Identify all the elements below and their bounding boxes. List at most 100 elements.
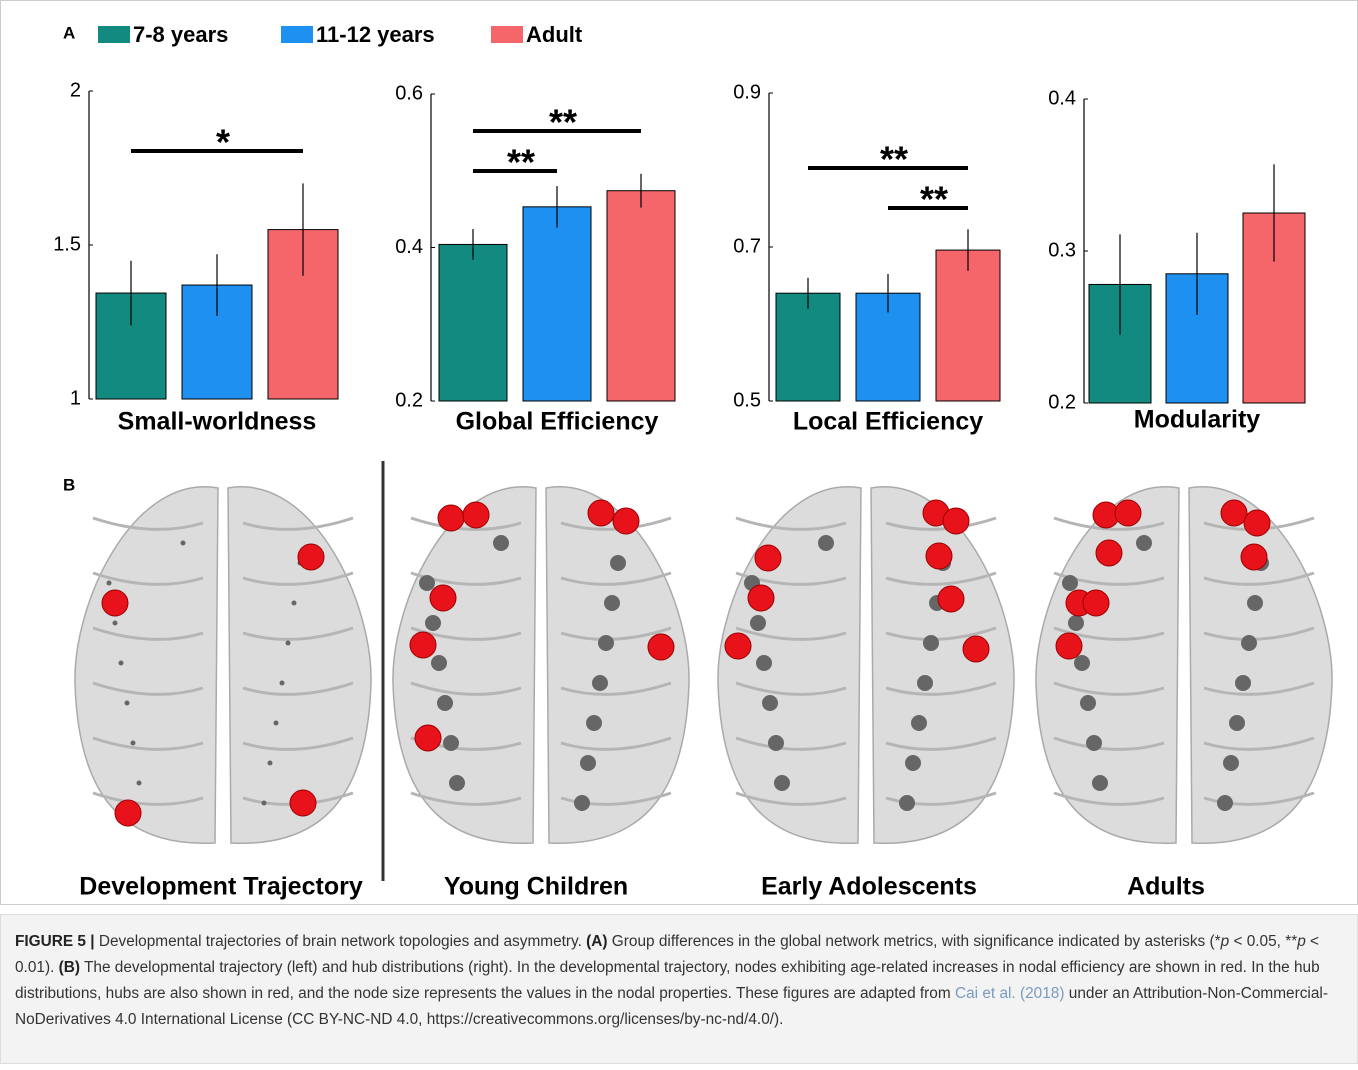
legend-swatch [281,26,313,43]
brain-node [137,781,142,786]
legend-swatch [491,26,523,43]
citation-link[interactable]: Cai et al. (2018) [955,985,1065,1002]
brain-node [899,795,915,811]
brain-label: Early Adolescents [761,873,977,901]
y-tick-label: 0.9 [733,81,761,103]
brain-node [774,775,790,791]
caption-text: Developmental trajectories of brain netw… [95,933,587,950]
brain-hemisphere [546,487,689,843]
brain-node [610,555,626,571]
y-tick-label: 0.7 [733,235,761,257]
bar [439,244,507,401]
hub-node [102,590,128,616]
y-tick-label: 0.2 [1048,391,1076,413]
significance-label: ** [880,139,908,180]
brain-label: Adults [1127,873,1205,901]
brain-node [818,535,834,551]
bar [523,207,591,401]
brain-node [119,661,124,666]
hub-node [938,586,964,612]
bar [936,250,1000,401]
brain-node [592,675,608,691]
hub-node [755,545,781,571]
hub-node [115,800,141,826]
hub-node [648,634,674,660]
brain-node [113,621,118,626]
brain-label: Development Trajectory [79,873,363,901]
brain-node [443,735,459,751]
caption-italic: p [1221,933,1230,950]
legend-label: 7-8 years [133,22,228,47]
brain-node [449,775,465,791]
caption-text: Group differences in the global network … [608,933,1221,950]
hub-node [943,508,969,534]
legend-label: 11-12 years [316,22,435,47]
y-tick-label: 2 [70,79,81,101]
hub-node [1056,633,1082,659]
hub-node [430,585,456,611]
significance-label: ** [549,102,577,143]
brain-node [131,741,136,746]
caption-ref: (B) [59,959,80,976]
hub-node [1241,544,1267,570]
brain-node [425,615,441,631]
panel-label: A [63,23,75,42]
hub-node [290,790,316,816]
brain-node [107,581,112,586]
brain-node [750,615,766,631]
caption: FIGURE 5 | Developmental trajectories of… [0,914,1358,1064]
y-tick-label: 0.3 [1048,239,1076,261]
brain-node [431,655,447,671]
brain-node [1223,755,1239,771]
brain-node [1080,695,1096,711]
brain-node [580,755,596,771]
brain-node [911,715,927,731]
brain-node [1092,775,1108,791]
legend-swatch [98,26,130,43]
brain-label: Young Children [444,873,628,901]
y-tick-label: 0.6 [395,82,423,104]
hub-node [1244,510,1270,536]
brain-node [917,675,933,691]
brain-node [1235,675,1251,691]
brain-node [125,701,130,706]
brain-hemisphere [871,487,1014,843]
figure-label: FIGURE 5 | [15,933,95,950]
brain-node [437,695,453,711]
brain-node [262,801,267,806]
x-axis-label: Global Efficiency [456,408,659,436]
brain-node [286,641,291,646]
caption-ref: (A) [586,933,607,950]
brain-node [292,601,297,606]
panel-label: B [63,475,75,494]
brain-node [181,541,186,546]
brain-node [586,715,602,731]
hub-node [1221,500,1247,526]
brain-node [923,635,939,651]
brain-hemisphere [1189,487,1332,843]
hub-node [926,543,952,569]
y-tick-label: 0.2 [395,389,423,411]
hub-node [298,544,324,570]
caption-text: < 0.05, ** [1229,933,1297,950]
hub-node [963,636,989,662]
brain-node [1241,635,1257,651]
brain-node [280,681,285,686]
brain-hemisphere [75,487,218,843]
brain-hemisphere [393,487,536,843]
hub-node [410,632,436,658]
brain-node [768,735,784,751]
y-tick-label: 0.4 [1048,87,1076,109]
hub-node [588,500,614,526]
brain-node [574,795,590,811]
hub-node [415,725,441,751]
brain-node [1217,795,1233,811]
bar [776,293,840,401]
hub-node [725,633,751,659]
significance-label: ** [920,179,948,220]
x-axis-label: Local Efficiency [793,408,983,436]
brain-node [762,695,778,711]
y-tick-label: 1 [70,387,81,409]
brain-node [419,575,435,591]
